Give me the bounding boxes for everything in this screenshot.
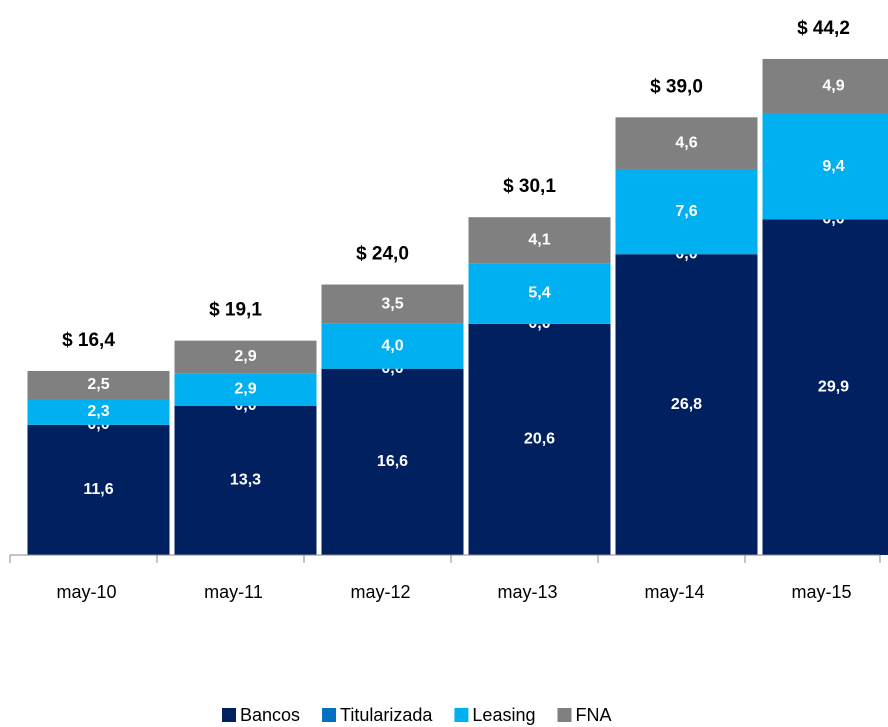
bar-segment: [174, 405, 317, 555]
bar-segment: [762, 113, 888, 220]
value-label: 13,3: [230, 472, 261, 489]
value-label: 7,6: [675, 203, 697, 220]
legend-label: Leasing: [472, 705, 535, 725]
total-label: $ 39,0: [650, 76, 703, 97]
value-label: 3,5: [381, 295, 403, 312]
total-label: $ 24,0: [356, 244, 409, 265]
value-label: 29,9: [818, 378, 849, 395]
value-label: 4,6: [675, 134, 697, 151]
value-label: 2,9: [234, 381, 256, 398]
value-label: 2,5: [87, 376, 109, 393]
bar-segment: [468, 323, 611, 555]
bar-segment: [762, 58, 888, 114]
bar-segment: [321, 368, 464, 555]
value-label: 9,4: [822, 158, 844, 175]
bar-segment: [468, 263, 611, 324]
x-tick-label: may-11: [204, 582, 263, 602]
x-tick-label: may-15: [791, 582, 851, 602]
value-label: 2,3: [87, 403, 109, 420]
legend-label: Bancos: [240, 705, 300, 725]
legend-swatch: [454, 708, 469, 722]
x-tick-label: may-13: [497, 582, 557, 602]
value-label: 16,6: [377, 453, 408, 470]
total-label: $ 19,1: [209, 300, 262, 321]
bar-segment: [174, 340, 317, 374]
bar-segment: [615, 254, 758, 555]
legend-swatch: [222, 708, 236, 722]
bar-segment: [27, 370, 170, 400]
value-label: 20,6: [524, 431, 555, 448]
bar-segment: [615, 117, 758, 169]
value-label: 11,6: [83, 481, 113, 498]
value-label: 4,9: [822, 78, 844, 95]
value-label: 2,9: [234, 348, 256, 365]
bar-segment: [468, 217, 611, 264]
bar-segment: [321, 323, 464, 369]
bar-segment: [321, 284, 464, 324]
total-label: $ 44,2: [797, 18, 850, 39]
legend-swatch: [322, 708, 337, 722]
bar-segment: [27, 399, 170, 425]
legend-swatch: [557, 708, 572, 722]
value-label: 26,8: [671, 396, 702, 413]
legend-label: FNA: [575, 705, 611, 725]
value-label: 5,4: [528, 285, 550, 302]
value-label: 4,1: [528, 231, 550, 248]
x-tick-label: may-10: [56, 582, 116, 602]
value-label: 4,0: [381, 337, 403, 354]
total-label: $ 30,1: [503, 176, 556, 197]
bar-segment: [762, 219, 888, 555]
legend-label: Titularizada: [340, 705, 433, 725]
bar-segment: [27, 424, 170, 555]
x-tick-label: may-14: [644, 582, 704, 602]
total-label: $ 16,4: [62, 330, 115, 351]
bar-segment: [174, 373, 317, 406]
bar-segment: [615, 168, 758, 255]
x-tick-label: may-12: [350, 582, 410, 602]
